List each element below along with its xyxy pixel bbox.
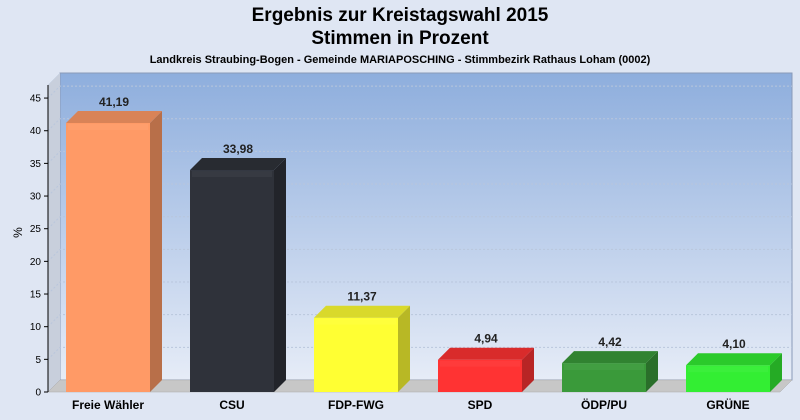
y-tick-label: 25: [30, 224, 42, 235]
bar-front: [190, 170, 274, 392]
y-tick-label: 0: [35, 388, 41, 399]
bar-front: [314, 317, 398, 392]
value-label: 4,42: [598, 335, 622, 349]
bar-top: [314, 305, 410, 318]
grid-line: [47, 85, 792, 99]
bar-top: [66, 110, 162, 123]
value-labels: 41,19 33,98 11,37 4,94 4,42 4,10: [99, 95, 746, 351]
bar-csu: [190, 158, 286, 392]
bar-highlight: [316, 318, 396, 325]
bar-ödp-pu: [562, 351, 658, 392]
bars: [66, 110, 782, 392]
value-label: 11,37: [347, 290, 377, 304]
plot-back-wall: [59, 72, 793, 381]
chart-location: Landkreis Straubing-Bogen - Gemeinde MAR…: [149, 54, 651, 66]
grid-line: [47, 281, 792, 295]
x-tick-label: CSU: [219, 398, 244, 412]
grid-line: [47, 216, 792, 230]
bar-highlight: [192, 171, 272, 178]
chart-subtitle: Stimmen in Prozent: [311, 28, 489, 49]
bar-highlight: [440, 360, 520, 367]
grid-line: [47, 150, 792, 164]
bar-freie-wähler: [66, 110, 162, 392]
bar-front: [562, 363, 646, 392]
plot-left-wall: [48, 73, 60, 392]
bar-top: [438, 347, 534, 360]
y-tick-label: 30: [30, 192, 42, 203]
bar-fdp-fwg: [314, 305, 410, 392]
bar-side: [150, 110, 162, 392]
y-tick-label: 45: [30, 94, 42, 105]
bar-side: [274, 158, 286, 392]
bar-highlight: [688, 366, 768, 373]
bar-top: [190, 158, 286, 171]
bar-front: [66, 122, 150, 392]
bar-side: [398, 305, 410, 392]
bar-front: [438, 359, 522, 392]
grid-line: [47, 346, 792, 360]
bar-grüne: [686, 353, 782, 392]
value-label: 4,10: [722, 337, 746, 351]
y-tick-label: 15: [30, 290, 42, 301]
y-tick-label: 40: [30, 126, 42, 137]
bar-side: [770, 353, 782, 392]
value-label: 33,98: [223, 142, 253, 156]
grid-line: [47, 248, 792, 262]
grid-lines: [47, 85, 792, 360]
x-tick-label: SPD: [468, 398, 493, 412]
chart-titles: Ergebnis zur Kreistagswahl 2015 Stimmen …: [0, 0, 800, 67]
x-tick-label: Freie Wähler: [72, 398, 144, 412]
grid-line: [47, 118, 792, 132]
bar-spd: [438, 347, 534, 392]
y-tick-label: 35: [30, 159, 42, 170]
x-tick-label: GRÜNE: [706, 397, 749, 412]
bar-top: [686, 353, 782, 366]
x-tick-label: ÖDP/PU: [581, 397, 627, 412]
bar-highlight: [564, 364, 644, 371]
y-axis: 0 5 10 15 20 25 30 35 40 45%: [11, 85, 49, 399]
y-tick-label: 5: [35, 355, 41, 366]
value-label: 4,94: [474, 332, 498, 346]
bar-side: [522, 347, 534, 392]
value-label: 41,19: [99, 95, 129, 109]
bar-side: [646, 351, 658, 392]
grid-line: [47, 183, 792, 197]
x-axis: Freie Wähler CSU FDP-FWG SPD ÖDP/PU GRÜNE: [72, 397, 750, 412]
x-tick-label: FDP-FWG: [328, 398, 384, 412]
y-axis-label: %: [11, 227, 25, 238]
bar-highlight: [68, 123, 148, 130]
bar-top: [562, 351, 658, 364]
y-tick-label: 10: [30, 322, 42, 333]
grid-line: [47, 314, 792, 328]
chart-title: Ergebnis zur Kreistagswahl 2015: [251, 5, 549, 26]
y-tick-label: 20: [30, 257, 42, 268]
bar-front: [686, 365, 770, 392]
